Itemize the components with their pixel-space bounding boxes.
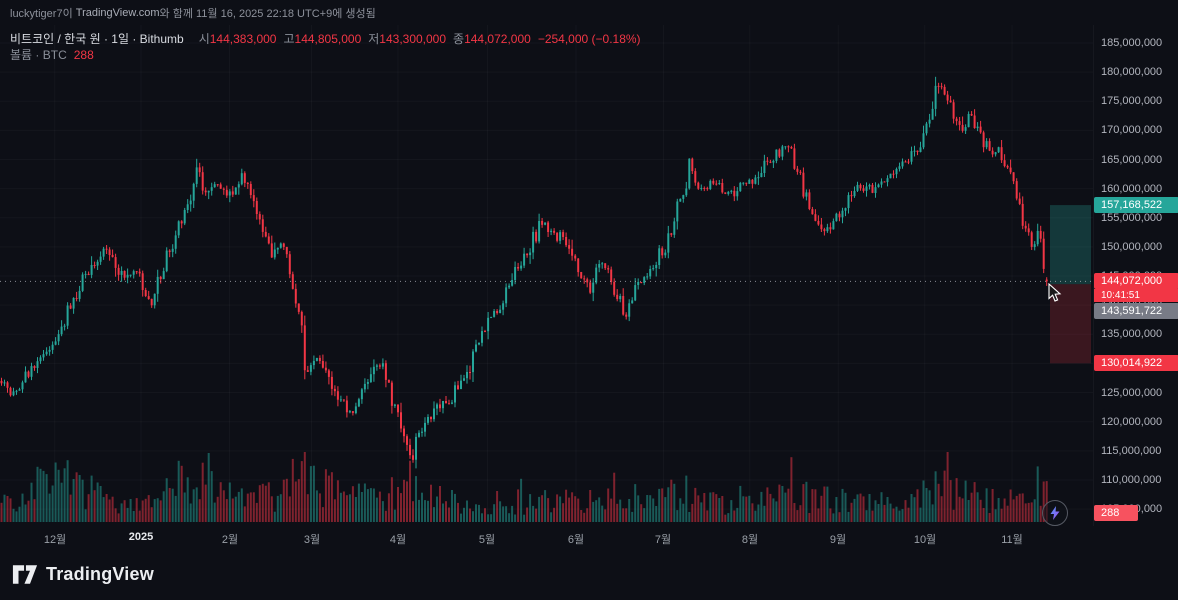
- current-price-badge: 144,072,000: [1094, 273, 1178, 290]
- attribution-suffix: 와 함께 11월 16, 2025 22:18 UTC+9에 생성됨: [159, 7, 376, 20]
- position-profit-zone[interactable]: [1050, 205, 1091, 285]
- instant-trading-button[interactable]: [1042, 500, 1068, 526]
- position-target-price-badge: 157,168,522: [1094, 197, 1178, 214]
- time-axis-label: 11월: [1001, 534, 1023, 546]
- volume-value: 288: [73, 48, 94, 62]
- price-axis[interactable]: 185,000,000 180,000,000 175,000,000 170,000…: [1093, 25, 1178, 526]
- mouse-cursor: [1048, 283, 1062, 302]
- tradingview-logo[interactable]: TradingView: [12, 564, 154, 585]
- attribution-brand-link: TradingView.com: [75, 6, 160, 19]
- time-axis-label: 6월: [567, 534, 585, 546]
- time-axis-label: 5월: [478, 534, 496, 546]
- high-value: 144,805,000: [294, 32, 362, 46]
- change-value: −254,000 (−0.18%): [537, 32, 641, 46]
- time-axis-label: 10월: [913, 534, 937, 546]
- time-axis-label: 12월: [43, 534, 67, 546]
- time-axis-label: 4월: [389, 534, 407, 546]
- high-label: 고: [283, 32, 295, 46]
- time-axis-label: 7월: [654, 534, 672, 546]
- time-axis-label: 8월: [741, 534, 759, 546]
- position-stop-price-badge: 130,014,922: [1094, 355, 1178, 372]
- price-axis-tick: 175,000,000: [1101, 95, 1163, 108]
- price-axis-tick: 155,000,000: [1101, 211, 1163, 224]
- tradingview-logo-text: TradingView: [46, 563, 154, 584]
- lightning-bolt-icon: [1050, 506, 1060, 520]
- open-value: 144,383,000: [209, 32, 277, 46]
- price-axis-tick: 125,000,000: [1101, 386, 1163, 399]
- volume-bars: [0, 452, 1048, 522]
- price-axis-tick: 180,000,000: [1101, 66, 1163, 79]
- low-label: 저: [368, 32, 380, 46]
- time-axis-label: 2월: [221, 534, 239, 546]
- open-label: 시: [198, 32, 210, 46]
- candlestick-chart-canvas[interactable]: [0, 25, 1093, 548]
- price-axis-tick: 135,000,000: [1101, 328, 1163, 341]
- price-axis-tick: 115,000,000: [1101, 444, 1162, 457]
- price-axis-tick: 160,000,000: [1101, 182, 1163, 195]
- chart-legend: 비트코인 / 한국 원 · 1일 · Bithumb 시 144,383,000 …: [10, 31, 641, 63]
- time-axis-label: 3월: [303, 534, 321, 546]
- volume-legend-row: 볼륨 · BTC 288: [10, 47, 641, 63]
- price-axis-tick: 120,000,000: [1101, 415, 1163, 428]
- close-label: 종: [453, 32, 465, 46]
- price-axis-tick: 110,000,000: [1101, 473, 1162, 486]
- position-entry-price-badge: 143,591,722: [1094, 303, 1178, 320]
- low-value: 143,300,000: [379, 32, 447, 46]
- footer-bar: TradingView: [0, 548, 1178, 600]
- bar-close-countdown-badge: 10:41:51: [1094, 289, 1178, 303]
- price-axis-tick: 165,000,000: [1101, 153, 1163, 166]
- price-axis-tick: 150,000,000: [1101, 240, 1163, 253]
- symbol-legend-row: 비트코인 / 한국 원 · 1일 · Bithumb 시 144,383,000 …: [10, 31, 641, 47]
- tradingview-logo-icon: [12, 564, 38, 584]
- price-axis-tick: 170,000,000: [1101, 124, 1163, 137]
- price-chart-pane[interactable]: 비트코인 / 한국 원 · 1일 · Bithumb 시 144,383,000 …: [0, 25, 1093, 548]
- volume-badge: 288: [1094, 505, 1138, 521]
- attribution-prefix: luckytiger7이: [10, 7, 76, 20]
- time-axis[interactable]: 12월 2025 2월 3월 4월 5월 6월 7월 8월 9월 10월 11월: [0, 526, 1093, 548]
- time-axis-label: 9월: [829, 534, 847, 546]
- close-value: 144,072,000: [464, 32, 531, 46]
- chart-area: 비트코인 / 한국 원 · 1일 · Bithumb 시 144,383,000 …: [0, 25, 1178, 548]
- symbol-title: 비트코인 / 한국 원 · 1일 · Bithumb: [10, 32, 184, 46]
- time-axis-label: 2025: [128, 531, 154, 543]
- price-axis-tick: 185,000,000: [1101, 37, 1163, 49]
- candles: [0, 76, 1048, 469]
- attribution-bar: luckytiger7이 TradingView.com 와 함께 11월 16,…: [0, 0, 1178, 25]
- volume-label: 볼륨 · BTC: [10, 48, 67, 62]
